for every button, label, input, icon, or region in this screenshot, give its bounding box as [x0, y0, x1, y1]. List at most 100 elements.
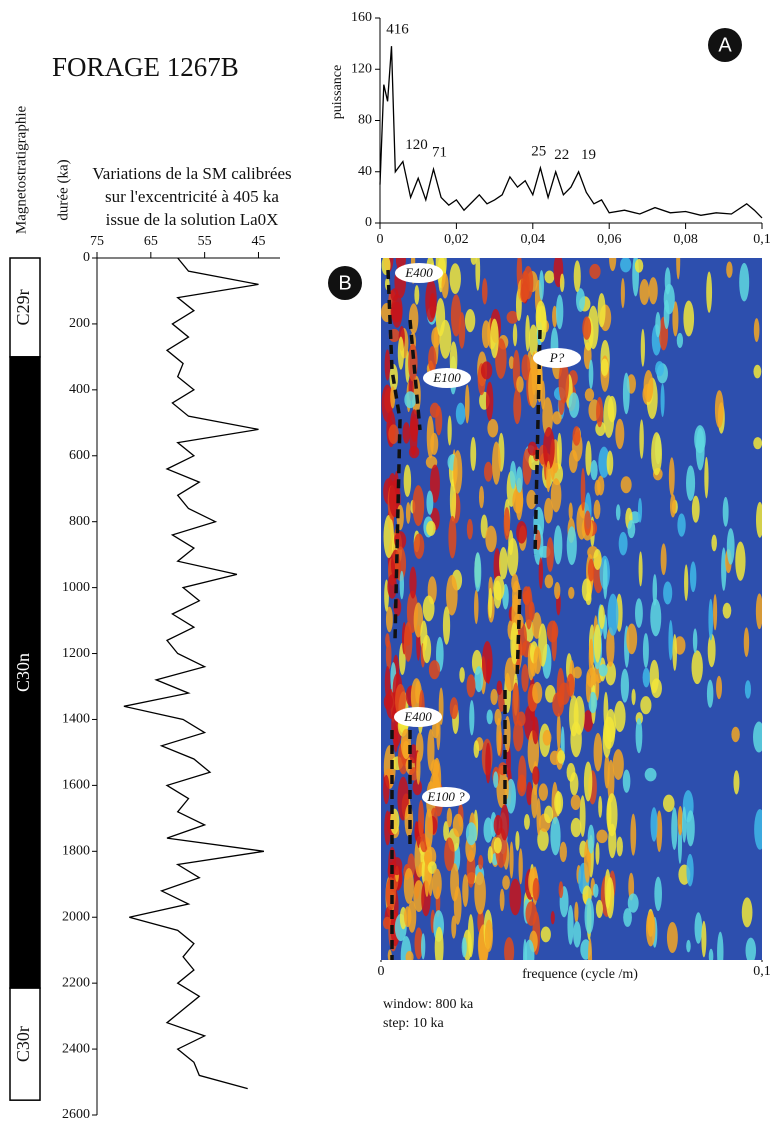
heat-blob — [756, 501, 762, 538]
heat-blob — [466, 674, 476, 698]
y-axis-label: puissance — [330, 65, 345, 119]
heat-blob — [435, 405, 443, 436]
heat-blob — [568, 502, 573, 521]
heat-blob — [383, 515, 394, 559]
heat-blob — [385, 633, 390, 648]
heat-blob — [464, 308, 476, 333]
chron-label: C30r — [13, 1026, 33, 1062]
heat-blob — [655, 361, 665, 377]
note: window: 800 ka — [383, 997, 474, 1012]
heat-blob — [487, 418, 499, 438]
heat-blob — [405, 502, 411, 524]
heat-blob — [668, 620, 673, 661]
heat-blob — [391, 857, 403, 876]
x-tick-label: 0,04 — [521, 232, 546, 247]
heat-blob — [612, 749, 624, 780]
ridge-line — [408, 319, 422, 431]
heat-blob — [483, 461, 493, 482]
heat-blob — [502, 875, 510, 890]
heat-blob — [509, 460, 517, 490]
heat-blob — [593, 732, 603, 772]
heat-blob — [668, 457, 675, 497]
heat-blob — [426, 520, 436, 536]
heat-blob — [418, 799, 425, 838]
heat-blob — [536, 797, 541, 836]
heat-blob — [465, 822, 477, 846]
heat-blob — [516, 711, 526, 727]
heat-blob — [713, 594, 718, 631]
heat-blob — [648, 277, 658, 305]
heat-blob — [389, 480, 401, 518]
heat-blob — [655, 311, 661, 338]
panel-badge — [328, 266, 362, 300]
heat-blob — [615, 504, 621, 521]
heat-blob — [607, 593, 619, 636]
heat-blob — [499, 888, 505, 912]
heat-blob — [691, 650, 703, 685]
heat-blob — [470, 258, 477, 265]
heat-blob — [451, 915, 457, 939]
heat-blob — [598, 446, 610, 478]
heat-blob — [520, 270, 530, 301]
chron-label: C30n — [13, 653, 33, 692]
heat-blob — [739, 262, 750, 302]
heat-blob — [487, 846, 493, 864]
heat-blob — [598, 664, 608, 677]
ridge-line — [386, 269, 402, 641]
heat-blob — [542, 397, 553, 437]
heat-blob — [708, 598, 714, 641]
spectrogram-image — [381, 258, 762, 960]
heat-blob — [515, 830, 520, 851]
heat-blob — [458, 312, 466, 349]
heat-blob — [397, 336, 405, 370]
heat-blob — [567, 904, 574, 945]
heat-blob — [660, 543, 667, 576]
heat-blob — [616, 836, 623, 857]
heat-blob — [676, 332, 684, 348]
heat-blob — [555, 294, 564, 330]
y-tick-label: 800 — [69, 514, 90, 529]
heat-blob — [588, 638, 594, 677]
heat-blob — [622, 372, 630, 415]
heat-blob — [446, 807, 453, 828]
heat-blob — [656, 810, 663, 853]
heat-blob — [461, 937, 467, 958]
ridge-label: E400 — [404, 265, 433, 280]
heat-blob — [584, 510, 592, 536]
heat-blob — [615, 418, 625, 450]
heat-blob — [544, 574, 554, 589]
heat-blob — [428, 868, 433, 897]
heat-blob — [582, 316, 592, 340]
heat-blob — [553, 525, 563, 565]
y-tick-label: 40 — [358, 164, 372, 179]
y-tick-label: 200 — [69, 316, 90, 331]
heat-blob — [570, 817, 582, 838]
heat-blob — [745, 937, 757, 960]
heat-blob — [537, 828, 549, 851]
heat-blob — [485, 381, 494, 421]
heat-blob — [607, 759, 615, 803]
heat-blob — [722, 602, 732, 619]
heat-blob — [408, 343, 418, 382]
heat-blob — [637, 497, 643, 523]
heat-blob — [390, 386, 396, 409]
heat-blob — [402, 740, 410, 760]
heat-blob — [403, 867, 414, 904]
heat-blob — [588, 359, 594, 390]
heat-blob — [466, 518, 473, 540]
heat-blob — [478, 485, 485, 509]
heat-blob — [474, 666, 484, 693]
heat-blob — [589, 263, 601, 279]
heat-blob — [422, 595, 435, 622]
heat-blob — [409, 566, 417, 599]
chart-title: issue de la solution La0X — [106, 210, 279, 229]
heat-blob — [618, 531, 628, 556]
heat-blob — [503, 506, 511, 541]
heat-blob — [509, 878, 522, 916]
ridge-line — [515, 589, 522, 681]
heat-blob — [551, 620, 557, 662]
heat-blob — [485, 525, 497, 553]
heat-blob — [447, 415, 452, 446]
heat-blob — [684, 564, 689, 602]
heat-blob — [474, 589, 479, 625]
